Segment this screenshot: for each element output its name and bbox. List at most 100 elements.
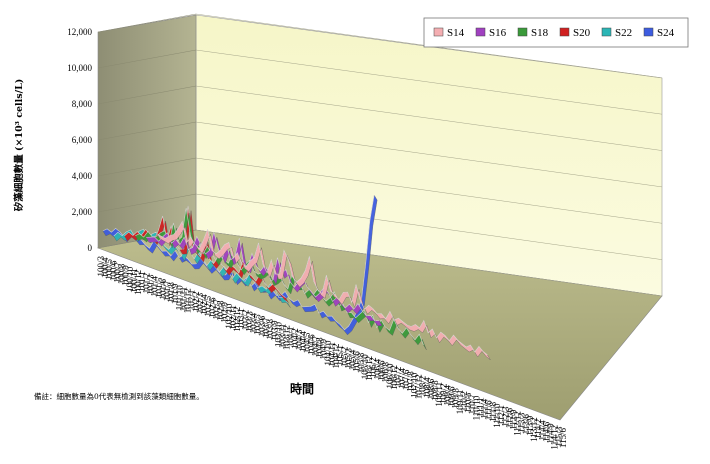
- x-tick-label: 112/3: [500, 406, 510, 427]
- y-tick-label: 6,000: [72, 135, 93, 145]
- x-tick-label: 105/3: [344, 348, 354, 369]
- gridline-back: [195, 193, 663, 260]
- x-tick-label: 111/1: [476, 397, 486, 417]
- x-tick-label: 109/11: [455, 390, 465, 415]
- x-tick-label: 103/11: [278, 324, 288, 349]
- x-tick-label: 103/2: [240, 310, 250, 331]
- x-tick-label: 101/3: [146, 274, 156, 295]
- x-tick-label: 113/6: [521, 414, 531, 435]
- x-tick-label: 104/9: [319, 338, 329, 359]
- x-tick-label: 111/6: [484, 400, 494, 420]
- legend-swatch-s24: [643, 27, 654, 37]
- series-highlight-s14: [156, 220, 488, 356]
- x-tick-label: 105/2: [339, 347, 349, 368]
- x-tick-label: 103/9: [269, 320, 279, 341]
- x-tick-label: 100/10: [125, 266, 135, 292]
- gridline-back: [195, 85, 663, 151]
- legend: S14 S16 S18 S20 S22 S24: [423, 17, 689, 48]
- x-tick-label: 112/6: [504, 408, 514, 429]
- x-tick-label: 101/12: [183, 288, 193, 313]
- x-tick-label: 104/5: [302, 332, 312, 353]
- gridline-back: [195, 229, 663, 297]
- x-tick-label: 101/2: [141, 273, 151, 294]
- x-tick-label: 102/4: [199, 294, 209, 315]
- legend-label-s24: S24: [657, 27, 675, 39]
- x-tick-label: 104/10: [323, 340, 333, 366]
- x-tick-label: 101/10: [174, 285, 184, 311]
- legend-label-s14: S14: [447, 27, 465, 39]
- legend-swatch-s14: [433, 27, 444, 37]
- x-tick-label: 103/10: [273, 322, 283, 348]
- x-tick-label: 115/6: [558, 428, 568, 449]
- x-tick-label: 103/5: [253, 314, 263, 335]
- x-tick-label: 104/7: [311, 335, 321, 356]
- gridline-side: [97, 121, 197, 141]
- gridlines: [97, 13, 663, 297]
- x-tick-label: 114/4: [537, 420, 547, 441]
- x-tick-label: 100/11: [129, 268, 139, 293]
- y-axis-title: 矽藻細胞數量 (×10³ cells/L): [13, 79, 25, 212]
- x-tick-label: 108/2: [418, 376, 428, 397]
- legend-label-s18: S18: [531, 27, 549, 39]
- side-wall: [97, 14, 197, 249]
- x-tick-label: 104/2: [290, 328, 300, 349]
- x-tick-label: 114/12: [550, 425, 560, 450]
- x-tick-label: 110/2: [459, 391, 469, 411]
- x-tick-label: 102/5: [203, 295, 213, 316]
- y-tick-label: 2,000: [72, 207, 93, 217]
- x-tick-label: 101/7: [162, 280, 172, 301]
- x-tick-label: 102/8: [216, 300, 226, 321]
- x-tick-label: 105/12: [364, 356, 374, 381]
- x-tick-label: 105/1: [335, 345, 345, 366]
- x-tick-label: 108/6: [426, 378, 436, 399]
- x-tick-label: 102/12: [232, 307, 242, 332]
- x-tick-label: 104/6: [306, 334, 316, 355]
- x-tick-label: 100/9: [121, 265, 131, 286]
- legend-swatch-s22: [601, 27, 612, 37]
- gridline-side: [97, 193, 197, 213]
- x-tick-label: 105/4: [348, 349, 358, 370]
- x-tick-label: 110/7: [467, 394, 477, 415]
- x-tick-label: 106/6: [377, 360, 387, 381]
- x-tick-label: 103/4: [249, 312, 259, 333]
- x-tick-label: 112/12: [513, 411, 523, 436]
- x-tick-label: 106/12: [389, 365, 399, 390]
- x-tick-label: 101/6: [158, 279, 168, 300]
- x-tick-label: 106/2: [368, 357, 378, 378]
- x-tick-label: 102/6: [207, 297, 217, 318]
- x-tick-label: 111/8: [488, 401, 498, 421]
- x-tick-label: 104/4: [298, 331, 308, 352]
- x-tick-label: 103/8: [265, 318, 275, 339]
- x-tick-label: 113/12: [529, 417, 539, 442]
- x-tick-label: 104/1: [286, 327, 296, 348]
- x-tick-label: 100/4: [100, 257, 110, 278]
- gridline-side: [97, 157, 197, 177]
- x-tick-label: 102/3: [195, 292, 205, 313]
- y-tick-label: 10,000: [67, 63, 92, 73]
- x-tick-label: 102/11: [228, 305, 238, 330]
- x-tick-label: 106/8: [381, 361, 391, 382]
- x-tick-label: 107/6: [401, 369, 411, 390]
- legend-swatch-s16: [475, 27, 486, 37]
- x-tick-label: 114/2: [533, 419, 543, 439]
- x-tick-label: 107/12: [414, 374, 424, 399]
- legend-swatch-s18: [517, 27, 528, 37]
- x-tick-label: 108/4: [422, 377, 432, 398]
- x-tick-label: 110/5: [463, 392, 473, 413]
- gridline-side: [97, 13, 197, 33]
- x-tick-label: 104/3: [294, 329, 304, 350]
- x-tick-label: 100/8: [117, 263, 127, 284]
- x-tick-label: 103/6: [257, 315, 267, 336]
- x-tick-label: 109/2: [438, 383, 448, 404]
- x-tick-label: 102/1: [187, 290, 197, 311]
- x-tick-label: 104/8: [315, 337, 325, 358]
- x-tick-label: 101/9: [170, 283, 180, 304]
- x-tick-label: 113/3: [517, 412, 527, 433]
- footnote: 備註：細胞數量為0代表無檢測到該藻類細胞數量。: [34, 391, 204, 401]
- x-tick-label: 105/10: [360, 354, 370, 380]
- x-tick-label: 100/3: [96, 256, 106, 277]
- x-tick-label: 101/1: [137, 271, 147, 292]
- x-tick-label: 104/12: [331, 344, 341, 369]
- x-tick-label: 104/11: [327, 342, 337, 367]
